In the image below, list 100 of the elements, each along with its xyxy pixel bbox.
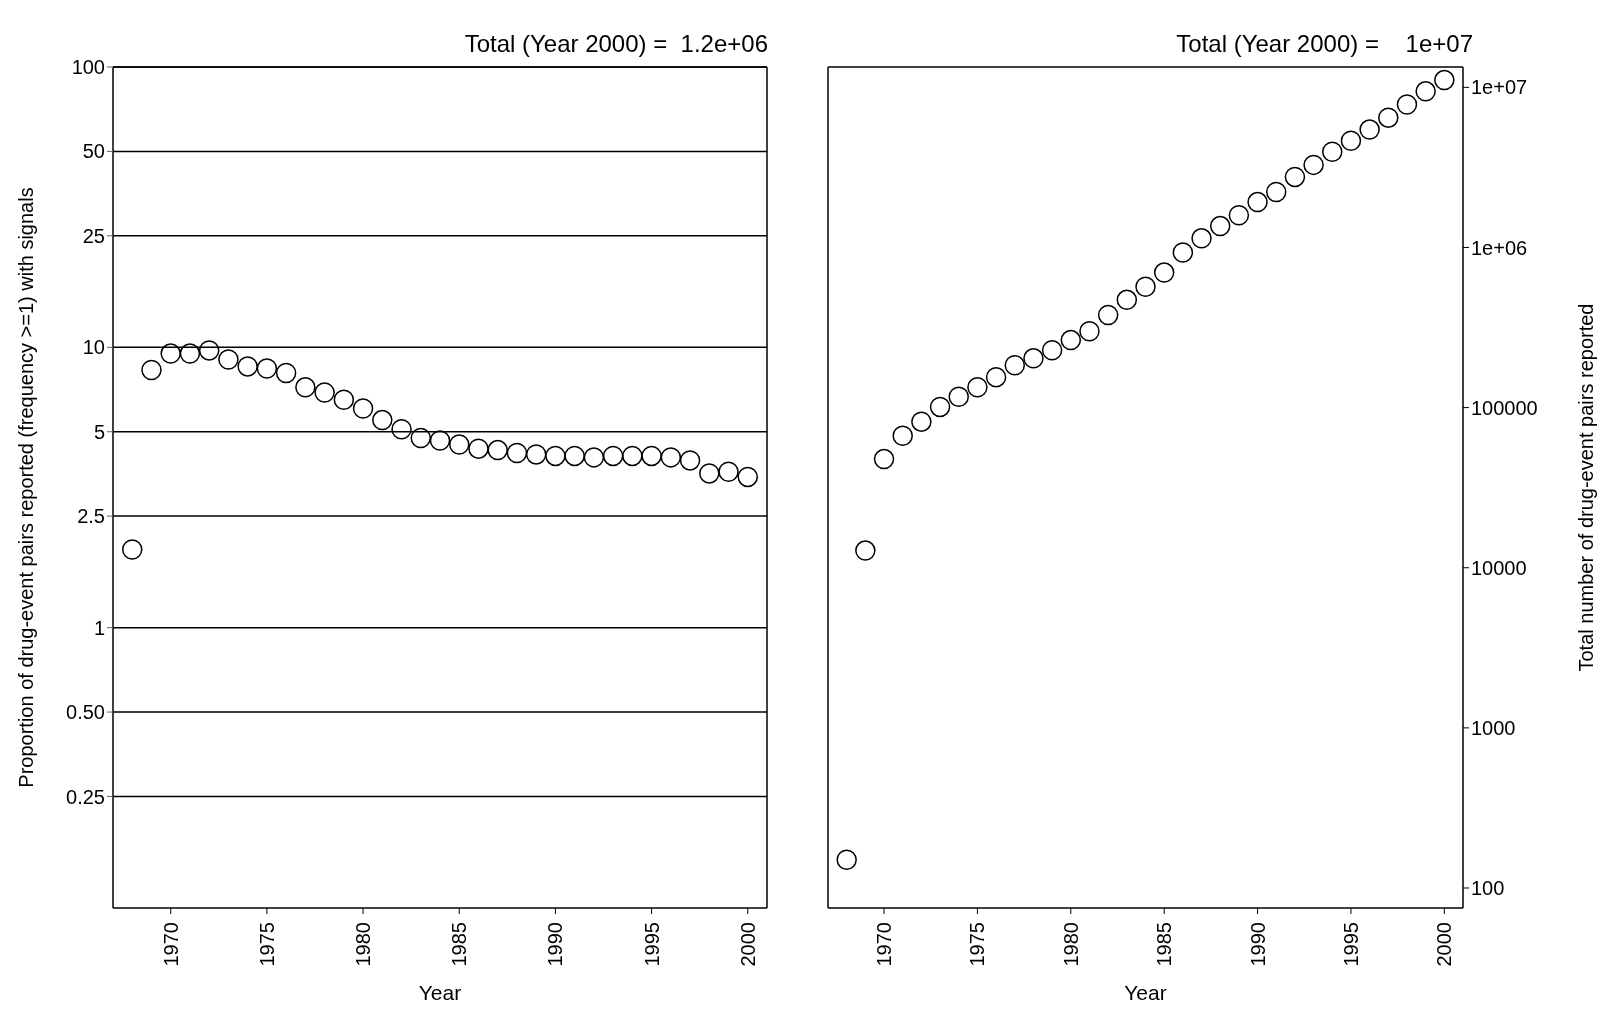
point <box>911 411 932 432</box>
point <box>1340 130 1362 151</box>
point <box>372 409 393 431</box>
point <box>679 450 701 471</box>
point <box>1247 191 1268 213</box>
x-tick-label: 1975 <box>255 922 278 967</box>
point <box>1135 276 1156 297</box>
point <box>179 343 201 364</box>
point <box>1153 262 1175 283</box>
point <box>602 445 624 467</box>
x-tick-label: 1980 <box>1059 922 1082 967</box>
point <box>160 343 181 364</box>
chart-title: Total (Year 2000) = 1e+07 <box>1176 30 1473 58</box>
point <box>525 444 547 465</box>
point <box>352 398 374 419</box>
point <box>1060 329 1082 351</box>
point <box>948 386 969 407</box>
point <box>1191 228 1212 249</box>
x-tick-label: 1995 <box>640 922 663 967</box>
x-tick-label: 1970 <box>159 922 182 967</box>
point <box>1079 320 1100 342</box>
x-tick-label: 2000 <box>736 922 759 967</box>
point <box>1004 354 1026 376</box>
y-tick-label: 50 <box>82 140 105 163</box>
point <box>1097 304 1119 326</box>
y2-tick-label: 100 <box>1471 877 1505 900</box>
point <box>141 359 162 381</box>
point <box>1434 69 1455 91</box>
point <box>468 438 489 459</box>
point <box>622 445 643 467</box>
x-axis-title: Year <box>418 981 462 1004</box>
point <box>641 445 662 467</box>
y2-tick-label: 1000 <box>1471 716 1516 739</box>
point <box>1284 166 1306 188</box>
point <box>660 447 682 468</box>
y2-tick-label: 1e+06 <box>1471 236 1528 259</box>
chart-title: Total (Year 2000) = 1.2e+06 <box>464 30 768 58</box>
y-tick-label: 5 <box>93 420 105 443</box>
x-tick-label: 1985 <box>1153 922 1176 967</box>
point <box>564 445 585 467</box>
point <box>121 539 143 560</box>
x-axis-title: Year <box>1124 981 1167 1004</box>
point <box>1415 81 1436 102</box>
point <box>448 434 470 455</box>
point <box>1265 181 1287 203</box>
x-tick-label: 1995 <box>1339 922 1362 967</box>
y-tick-label: 0.25 <box>66 785 105 808</box>
x-tick-label: 1970 <box>873 922 896 967</box>
y-axis-title: Proportion of drug-event pairs reported (frequency >=1) with signals <box>15 187 38 788</box>
point <box>699 463 720 484</box>
x-tick-label: 2000 <box>1433 922 1456 967</box>
point <box>1172 242 1194 263</box>
y2-axis-title: Total number of drug-event pairs reported <box>1575 303 1598 672</box>
point <box>410 427 432 449</box>
point <box>718 461 739 482</box>
point <box>333 389 355 411</box>
point <box>314 382 335 403</box>
point <box>1359 119 1380 140</box>
y2-tick-label: 100000 <box>1471 396 1538 419</box>
point <box>929 396 951 418</box>
y-tick-label: 1 <box>93 616 105 639</box>
y-tick-label: 0.50 <box>66 701 105 724</box>
point <box>583 447 605 468</box>
y2-tick-label: 1e+07 <box>1471 76 1528 99</box>
point <box>1228 204 1250 226</box>
x-tick-label: 1975 <box>966 922 989 967</box>
point <box>836 849 857 871</box>
point <box>1041 340 1063 361</box>
y2-tick-label: 10000 <box>1471 556 1527 579</box>
point <box>1378 107 1399 128</box>
point <box>967 377 988 398</box>
point <box>391 419 412 440</box>
point <box>1303 154 1324 176</box>
point <box>275 362 297 384</box>
point <box>487 439 508 461</box>
x-tick-label: 1985 <box>448 922 471 967</box>
point <box>737 466 759 488</box>
point <box>1322 141 1343 163</box>
y-tick-label: 10 <box>82 336 105 359</box>
x-tick-label: 1990 <box>544 922 567 967</box>
point <box>855 540 876 561</box>
point <box>985 366 1007 388</box>
point <box>873 448 895 470</box>
point <box>218 349 239 370</box>
y-tick-label: 25 <box>82 224 105 247</box>
y-tick-label: 100 <box>71 56 105 79</box>
point <box>295 377 316 398</box>
point <box>892 425 913 447</box>
point <box>1023 348 1044 369</box>
point <box>1116 289 1138 311</box>
x-tick-label: 1980 <box>352 922 375 967</box>
point <box>237 356 258 377</box>
point <box>545 445 566 467</box>
point <box>429 430 451 451</box>
point <box>198 340 220 361</box>
point <box>1209 215 1231 237</box>
point <box>256 358 278 379</box>
x-tick-label: 1990 <box>1246 922 1269 967</box>
y-tick-label: 2.5 <box>77 505 105 528</box>
point <box>1396 94 1418 115</box>
